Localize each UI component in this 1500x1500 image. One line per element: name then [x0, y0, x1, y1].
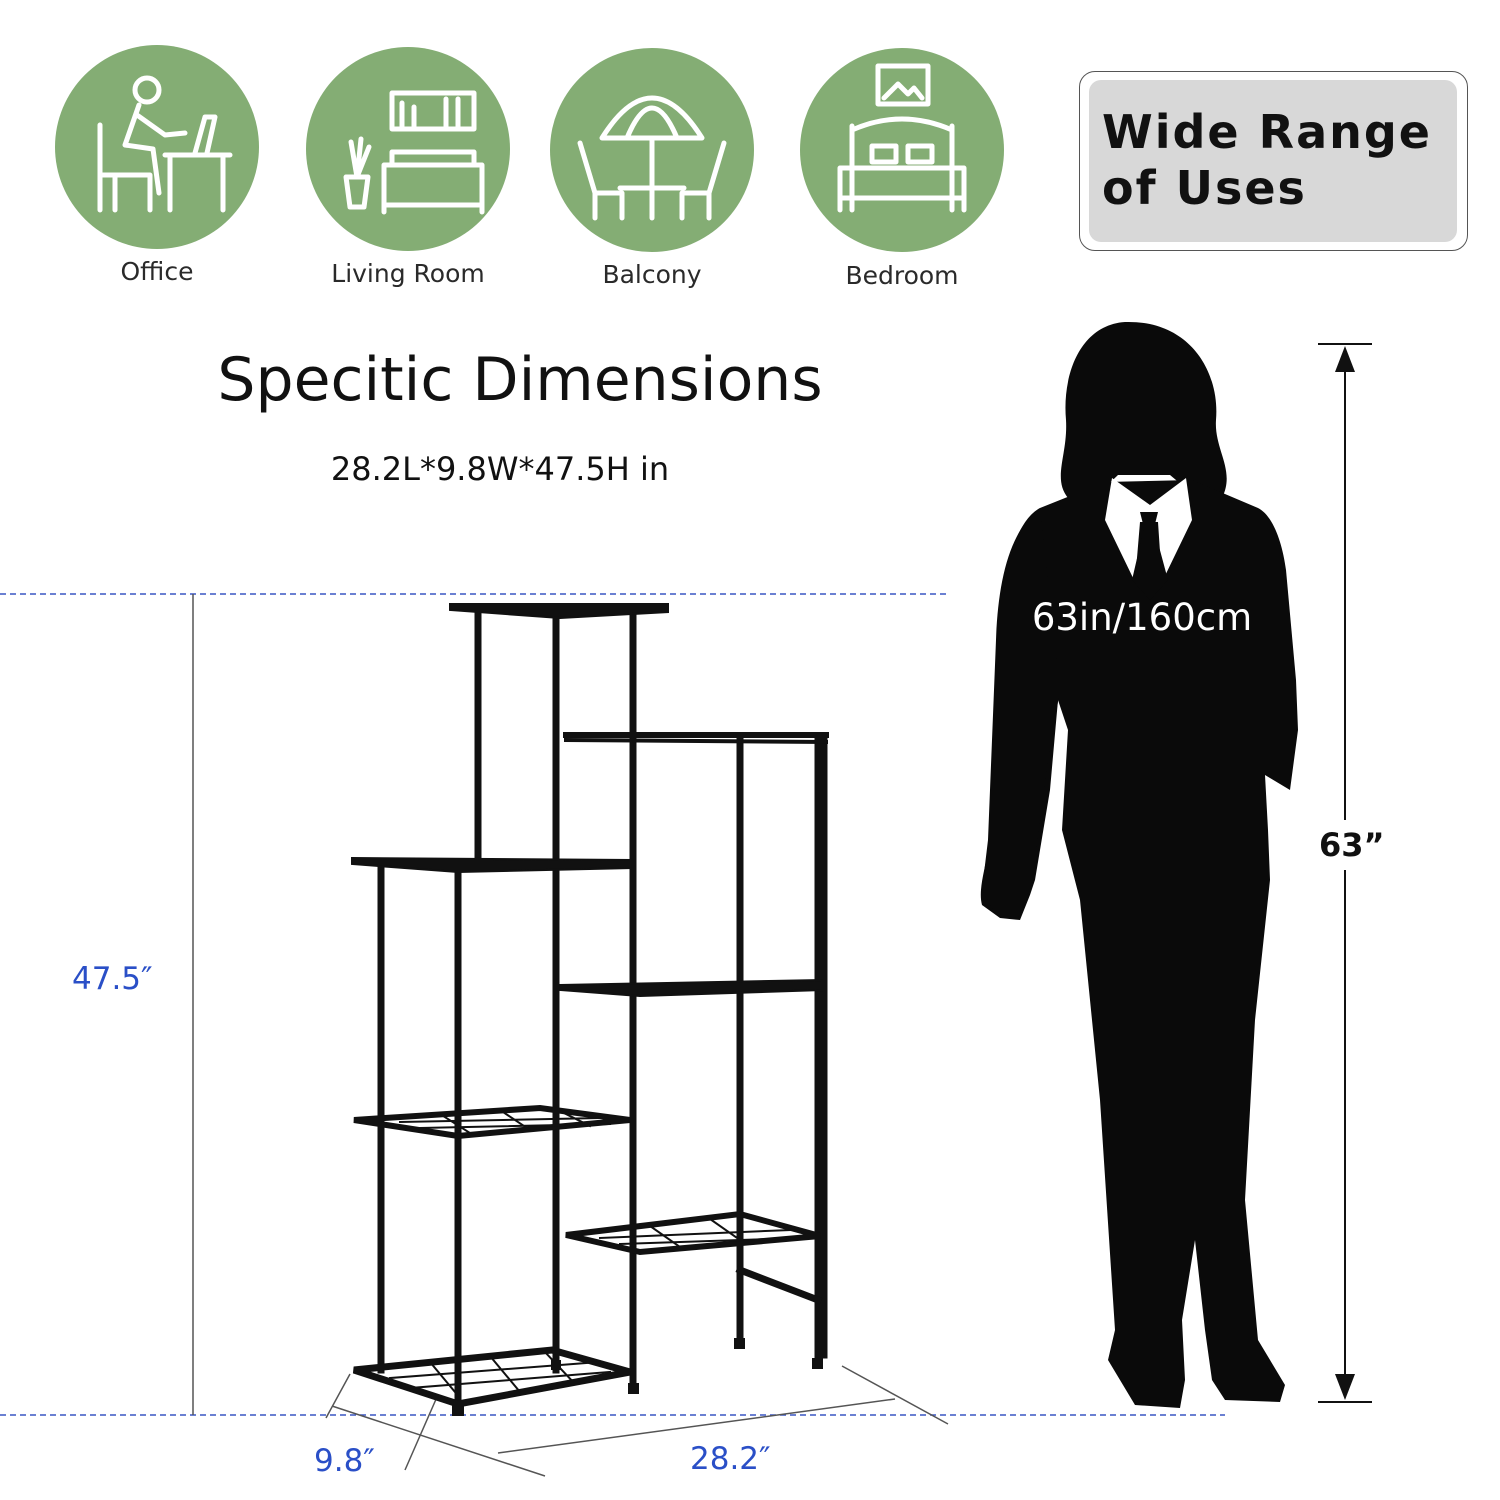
- uses-heading: Wide Range of Uses: [1102, 104, 1457, 216]
- bedroom-bed-icon: [837, 63, 967, 213]
- person-height-text: 63in/160cm: [1031, 596, 1253, 639]
- shelf-length-label: 28.2″: [690, 1441, 771, 1477]
- bedroom-label: Bedroom: [845, 261, 959, 290]
- balcony-umbrella-table-icon: [577, 95, 727, 221]
- bedroom-circle: [800, 48, 1004, 252]
- uses-heading-line2: of Uses: [1102, 161, 1307, 215]
- office-desk-icon: [97, 75, 233, 213]
- person-silhouette: [980, 321, 1298, 1408]
- shirt-and-tie: [1105, 478, 1192, 600]
- base-dimension-lines: [325, 1365, 949, 1477]
- uses-heading-line1: Wide Range: [1102, 105, 1432, 159]
- person-height-label: 63”: [1319, 826, 1385, 864]
- office-label: Office: [120, 257, 194, 286]
- shelf-height-label: 47.5″: [72, 961, 153, 997]
- living-room-label: Living Room: [331, 259, 485, 288]
- dimensions-title: Specitic Dimensions: [217, 345, 823, 415]
- living-room-circle: [306, 47, 510, 251]
- office-circle: [55, 45, 259, 249]
- shelf-width-label: 9.8″: [314, 1443, 375, 1479]
- person-height-line: [1318, 343, 1372, 1403]
- uses-badge: [1089, 80, 1457, 242]
- balcony-label: Balcony: [602, 260, 702, 289]
- living-room-sofa-icon: [343, 90, 485, 215]
- balcony-circle: [550, 48, 754, 252]
- dimensions-summary: 28.2L*9.8W*47.5H in: [330, 450, 670, 488]
- plant-stand-shelf: [351, 603, 829, 1416]
